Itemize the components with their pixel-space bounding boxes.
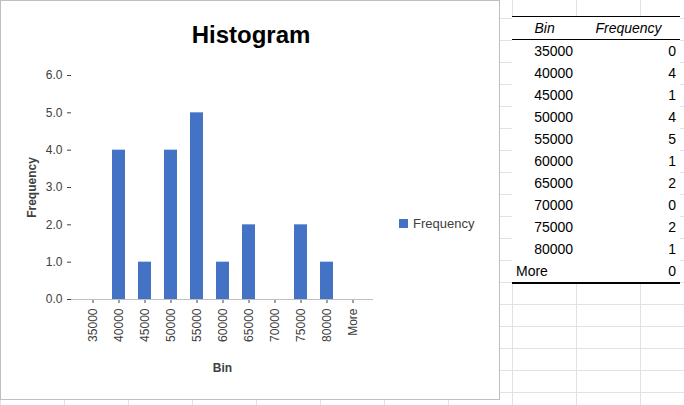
html-text:35000: 35000 bbox=[534, 43, 574, 59]
svg-text:40000: 40000 bbox=[112, 308, 126, 342]
html-text:55000: 55000 bbox=[534, 131, 574, 147]
svg-text:Frequency: Frequency bbox=[25, 157, 39, 218]
html-text:45000: 45000 bbox=[534, 87, 574, 103]
svg-text:55000: 55000 bbox=[190, 308, 204, 342]
html-text:75000: 75000 bbox=[534, 219, 574, 235]
svg-text:35000: 35000 bbox=[86, 308, 100, 342]
svg-text:4.0: 4.0 bbox=[46, 143, 63, 157]
html-text:Histogram: Histogram bbox=[191, 21, 311, 48]
html-text:1: 1 bbox=[668, 153, 676, 169]
html-text:2: 2 bbox=[668, 175, 676, 191]
svg-text:Bin: Bin bbox=[213, 361, 232, 375]
html-text:70000: 70000 bbox=[534, 197, 574, 213]
svg-text:2.0: 2.0 bbox=[46, 218, 63, 232]
svg-text:3.0: 3.0 bbox=[46, 180, 63, 194]
html-text:50000: 50000 bbox=[534, 109, 574, 125]
html-text:4: 4 bbox=[668, 109, 676, 125]
html-text:0: 0 bbox=[668, 263, 676, 279]
html-text:Frequency: Frequency bbox=[595, 20, 662, 36]
svg-text:5.0: 5.0 bbox=[46, 106, 63, 120]
svg-text:65000: 65000 bbox=[242, 308, 256, 342]
svg-text:50000: 50000 bbox=[164, 308, 178, 342]
svg-text:More: More bbox=[346, 308, 360, 336]
html-text:1: 1 bbox=[668, 87, 676, 103]
html-text:0: 0 bbox=[668, 43, 676, 59]
html-text:Bin: Bin bbox=[534, 20, 555, 36]
svg-text:60000: 60000 bbox=[216, 308, 230, 342]
html-text:1: 1 bbox=[668, 241, 676, 257]
html-text:2: 2 bbox=[668, 219, 676, 235]
svg-text:0.0: 0.0 bbox=[46, 292, 63, 306]
html-text:0: 0 bbox=[668, 197, 676, 213]
svg-text:45000: 45000 bbox=[138, 308, 152, 342]
svg-text:70000: 70000 bbox=[268, 308, 282, 342]
html-text:65000: 65000 bbox=[534, 175, 574, 191]
svg-text:6.0: 6.0 bbox=[46, 68, 63, 82]
html-text:5: 5 bbox=[668, 131, 676, 147]
svg-text:75000: 75000 bbox=[294, 308, 308, 342]
svg-text:80000: 80000 bbox=[320, 308, 334, 342]
html-text:4: 4 bbox=[668, 65, 676, 81]
html-text:60000: 60000 bbox=[534, 153, 574, 169]
html-text:Frequency: Frequency bbox=[413, 216, 475, 231]
html-text:More: More bbox=[516, 263, 548, 279]
svg-text:1.0: 1.0 bbox=[46, 255, 63, 269]
html-text:40000: 40000 bbox=[534, 65, 574, 81]
html-text:80000: 80000 bbox=[534, 241, 574, 257]
